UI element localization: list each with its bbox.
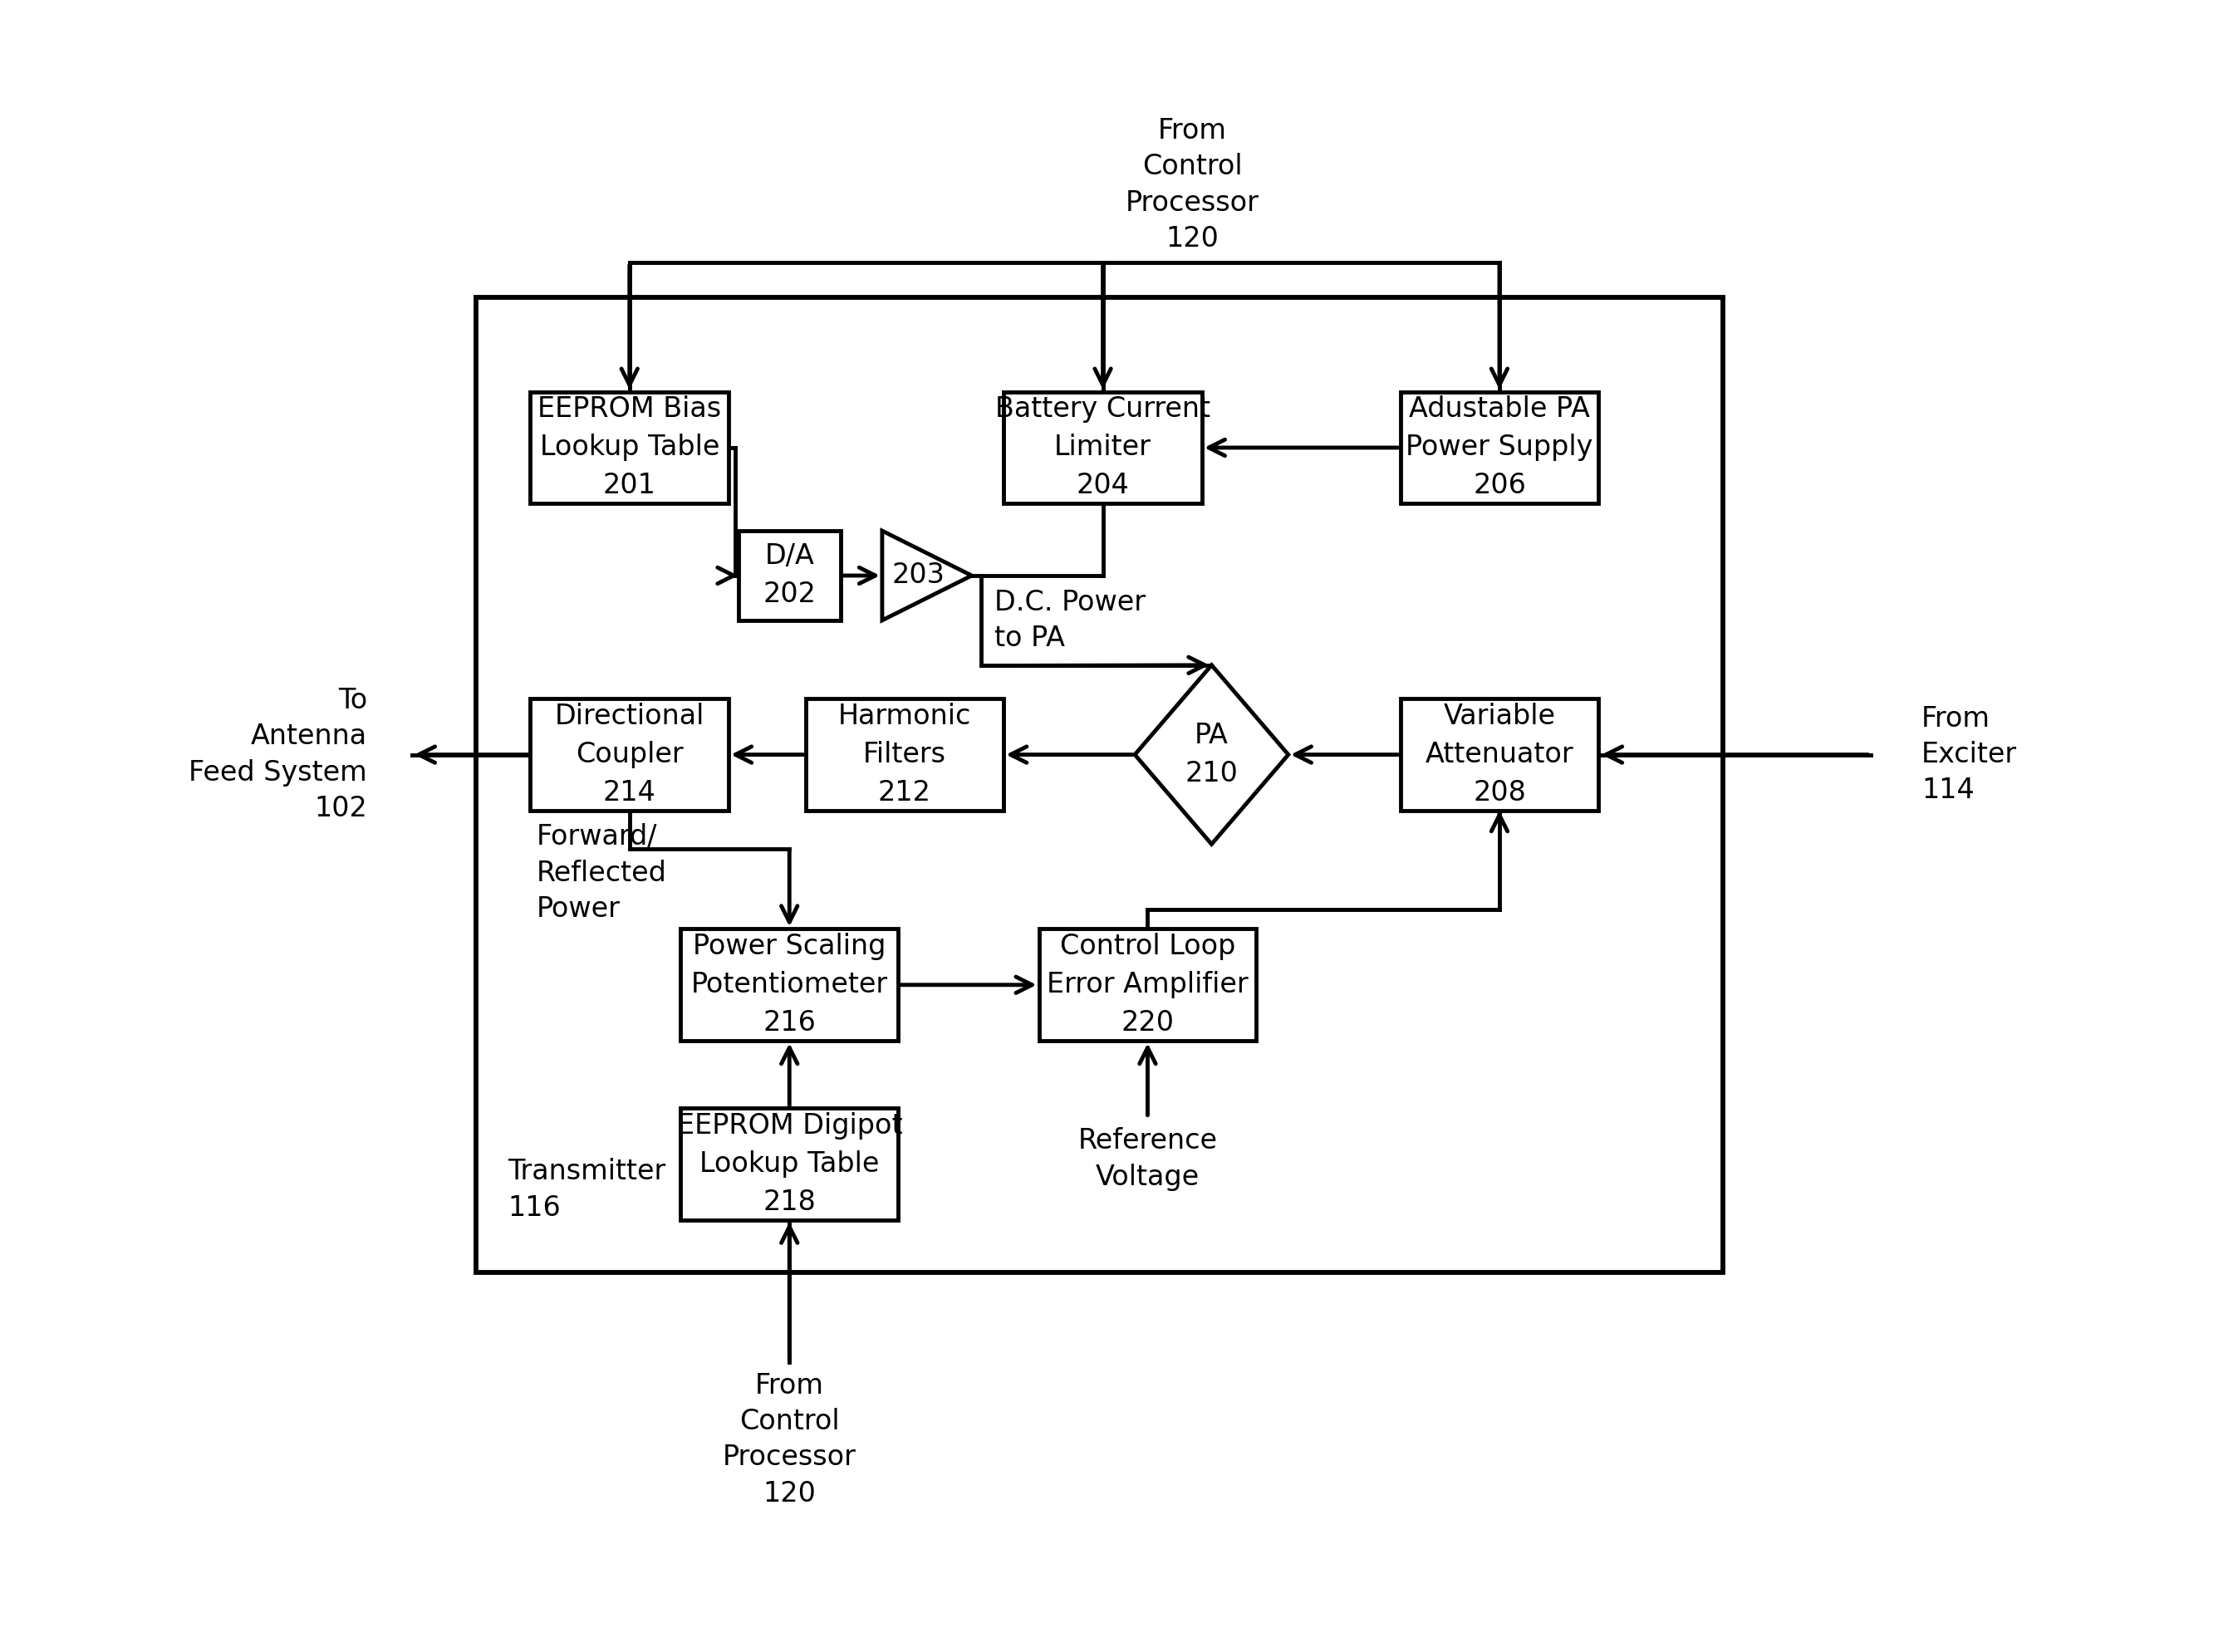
Text: Forward/
Reflected
Power: Forward/ Reflected Power <box>537 823 666 923</box>
Text: Harmonic
Filters
212: Harmonic Filters 212 <box>838 702 971 806</box>
Bar <box>804 699 1003 811</box>
Text: D/A
202: D/A 202 <box>762 544 815 608</box>
Text: Adustable PA
Power Supply
206: Adustable PA Power Supply 206 <box>1406 396 1593 499</box>
Text: From
Control
Processor
120: From Control Processor 120 <box>722 1371 856 1507</box>
Bar <box>1399 699 1597 811</box>
Bar <box>682 1108 898 1219</box>
Bar <box>1399 392 1597 504</box>
Polygon shape <box>882 530 971 621</box>
Text: To
Antenna
Feed System
102: To Antenna Feed System 102 <box>189 687 368 823</box>
Text: D.C. Power
to PA: D.C. Power to PA <box>994 588 1145 653</box>
Text: Control Loop
Error Amplifier
220: Control Loop Error Amplifier 220 <box>1047 933 1248 1037</box>
Text: Directional
Coupler
214: Directional Coupler 214 <box>555 702 704 806</box>
Text: EEPROM Bias
Lookup Table
201: EEPROM Bias Lookup Table 201 <box>537 396 722 499</box>
Text: Variable
Attenuator
208: Variable Attenuator 208 <box>1426 702 1573 806</box>
Text: From
Exciter
114: From Exciter 114 <box>1921 705 2016 805</box>
Bar <box>530 392 729 504</box>
Bar <box>682 928 898 1041</box>
Polygon shape <box>1134 666 1288 844</box>
Text: 203: 203 <box>891 562 945 590</box>
Bar <box>477 297 1722 1272</box>
Text: Power Scaling
Potentiometer
216: Power Scaling Potentiometer 216 <box>691 933 889 1037</box>
Bar <box>1003 392 1201 504</box>
Bar <box>1038 928 1257 1041</box>
Text: Reference
Voltage: Reference Voltage <box>1078 1127 1216 1191</box>
Text: PA
210: PA 210 <box>1185 722 1239 788</box>
Bar <box>530 699 729 811</box>
Bar <box>737 530 840 621</box>
Text: Transmitter
116: Transmitter 116 <box>508 1158 666 1221</box>
Text: From
Control
Processor
120: From Control Processor 120 <box>1125 117 1259 253</box>
Text: EEPROM Digipot
Lookup Table
218: EEPROM Digipot Lookup Table 218 <box>677 1112 902 1216</box>
Text: Battery Current
Limiter
204: Battery Current Limiter 204 <box>996 396 1210 499</box>
